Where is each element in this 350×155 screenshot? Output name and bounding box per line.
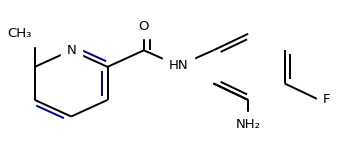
Text: F: F: [322, 93, 330, 106]
Text: NH₂: NH₂: [236, 118, 261, 131]
Text: O: O: [139, 20, 149, 33]
Text: CH₃: CH₃: [7, 27, 32, 40]
Text: N: N: [66, 44, 76, 57]
Text: HN: HN: [169, 59, 188, 72]
